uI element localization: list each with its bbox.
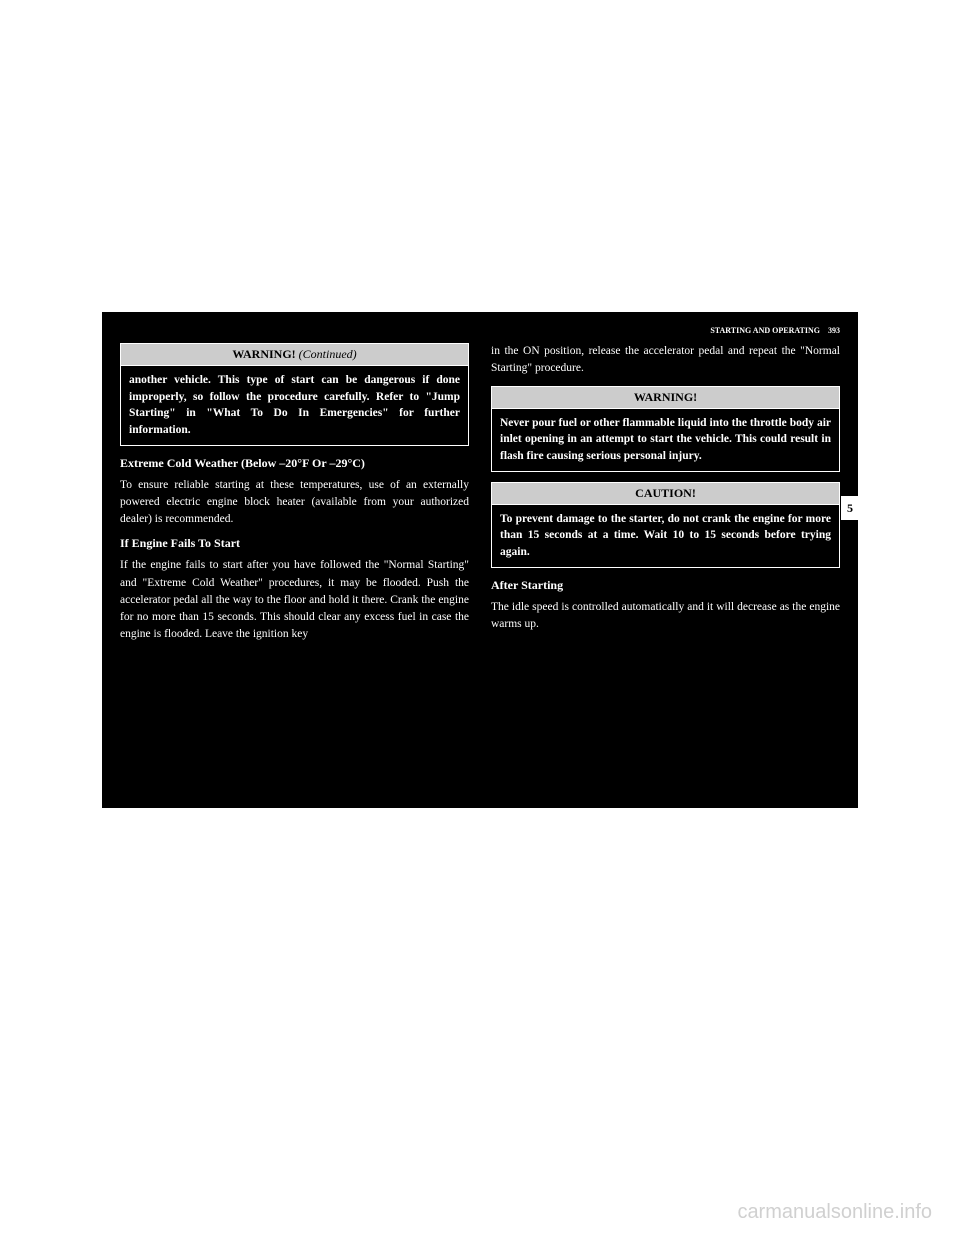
continued-label: (Continued) [299,347,357,361]
page-number: 393 [828,326,840,335]
para-cold-weather: To ensure reliable starting at these tem… [120,477,469,529]
right-column: in the ON position, release the accelera… [491,343,840,794]
page-header: STARTING AND OPERATING 393 [120,326,840,335]
content-columns: WARNING! (Continued) another vehicle. Th… [120,343,840,794]
caution-header: CAUTION! [492,483,839,505]
caution-body: To prevent damage to the starter, do not… [492,505,839,567]
warning-body: another vehicle. This type of start can … [121,366,468,445]
left-column: WARNING! (Continued) another vehicle. Th… [120,343,469,794]
warning-title: WARNING! [232,347,295,361]
warning-body-2: Never pour fuel or other flammable liqui… [492,409,839,471]
warning-title-2: WARNING! [634,390,697,404]
warning-header-2: WARNING! [492,387,839,409]
para-continuation: in the ON position, release the accelera… [491,343,840,378]
caution-box: CAUTION! To prevent damage to the starte… [491,482,840,568]
warning-box-continued: WARNING! (Continued) another vehicle. Th… [120,343,469,446]
manual-page: STARTING AND OPERATING 393 WARNING! (Con… [102,312,858,808]
para-engine-fails: If the engine fails to start after you h… [120,557,469,643]
section-tab: 5 [841,496,859,520]
caution-title: CAUTION! [635,486,696,500]
heading-engine-fails: If Engine Fails To Start [120,536,469,551]
warning-header: WARNING! (Continued) [121,344,468,366]
warning-box: WARNING! Never pour fuel or other flamma… [491,386,840,472]
heading-cold-weather: Extreme Cold Weather (Below –20°F Or –29… [120,456,469,471]
section-title: STARTING AND OPERATING [710,326,820,335]
para-after-starting: The idle speed is controlled automatical… [491,599,840,634]
heading-after-starting: After Starting [491,578,840,593]
watermark: carmanualsonline.info [737,1201,932,1224]
